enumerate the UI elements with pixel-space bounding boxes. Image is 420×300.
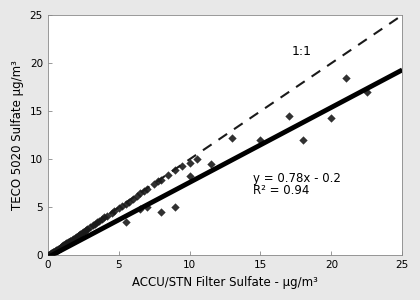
Point [52,248,59,253]
Point [58,244,65,249]
Point [172,167,179,172]
Point [49,250,55,255]
Point [68,237,75,242]
Point [299,138,306,142]
Point [229,136,236,141]
Point [59,244,66,249]
Point [83,228,89,232]
Point [47,251,54,256]
Point [186,161,193,166]
Point [136,191,143,196]
Point [342,75,349,80]
Point [60,243,67,248]
Point [98,217,105,222]
Point [94,220,101,225]
Point [63,241,70,245]
Y-axis label: TECO 5020 Sulfate μg/m³: TECO 5020 Sulfate μg/m³ [11,60,24,210]
Point [54,247,60,252]
Point [59,244,66,248]
Point [81,229,88,233]
Point [70,236,77,241]
Point [71,235,78,240]
Point [125,199,132,204]
Point [179,164,186,169]
Point [50,250,56,255]
Point [111,208,118,213]
Point [165,172,172,177]
Point [63,241,70,246]
Point [47,252,53,257]
Point [151,182,158,187]
Point [172,205,179,210]
Point [56,246,63,251]
Point [79,230,85,235]
Point [66,239,72,244]
Point [48,251,55,256]
Point [144,205,150,210]
Point [56,246,63,250]
Point [118,204,125,209]
Point [116,206,122,211]
Point [77,231,84,236]
Text: R² = 0.94: R² = 0.94 [253,184,310,196]
Point [104,213,111,218]
Point [186,173,193,178]
Point [108,210,115,215]
Point [45,253,52,257]
Point [207,162,214,167]
Point [129,196,136,201]
Point [76,232,82,237]
Text: 1:1: 1:1 [291,45,312,58]
Point [91,222,98,226]
Point [158,210,165,214]
Point [363,90,370,94]
Point [64,240,71,245]
Point [84,226,91,231]
Point [193,157,200,162]
Point [87,225,94,230]
Point [122,201,129,206]
Point [57,245,64,250]
X-axis label: ACCU/STN Filter Sulfate - μg/m³: ACCU/STN Filter Sulfate - μg/m³ [132,276,318,289]
Point [52,249,58,254]
Point [51,249,58,254]
Point [67,238,74,243]
Point [95,219,102,224]
Point [53,248,60,253]
Point [61,242,68,247]
Point [54,247,61,252]
Point [134,194,140,198]
Point [141,189,147,194]
Point [61,242,68,247]
Point [328,116,335,120]
Point [122,219,129,224]
Point [155,179,162,184]
Point [73,234,79,239]
Point [55,247,62,251]
Point [74,233,81,238]
Point [66,239,73,244]
Point [136,207,143,212]
Point [144,187,150,191]
Point [158,177,165,182]
Point [90,223,97,228]
Point [46,252,52,257]
Point [286,114,292,118]
Point [50,250,57,254]
Point [257,138,264,142]
Point [101,215,108,220]
Point [80,230,87,234]
Text: y = 0.78x - 0.2: y = 0.78x - 0.2 [253,172,341,185]
